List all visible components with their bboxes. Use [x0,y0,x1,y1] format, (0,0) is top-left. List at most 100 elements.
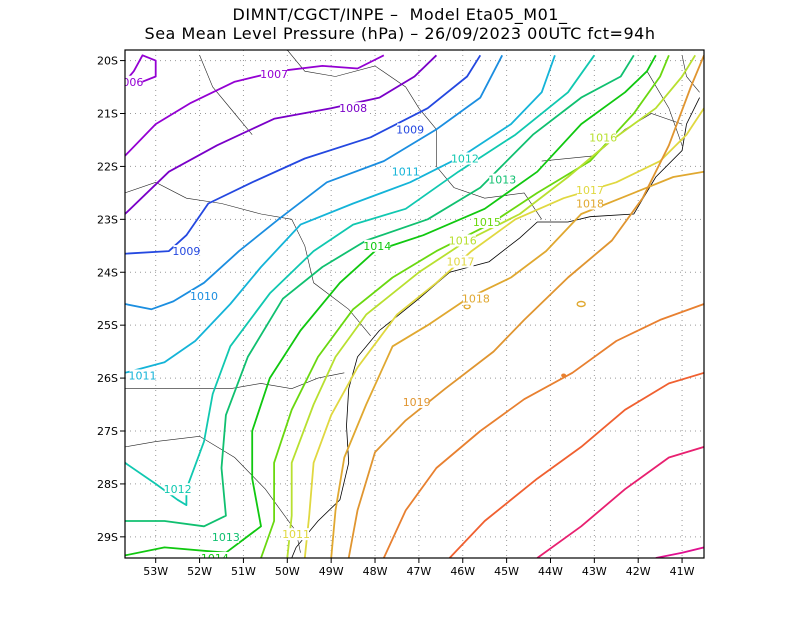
isobar-label-bg [403,395,430,408]
isobar-1013 [125,54,635,528]
isobar-label: 1011 [129,369,157,382]
isobar-label: 1018 [576,197,604,210]
state-border [287,50,542,220]
isobar-cell [576,300,586,308]
isobar-label-bg [489,173,516,186]
isobar-label: 1009 [396,123,424,136]
isobar-label: 1011 [282,528,310,541]
isobar-1018 [330,170,704,558]
isobar-1015 [260,54,670,558]
state-border [125,181,371,336]
isobar-1007 [125,54,385,157]
isobar-label: 1012 [451,152,479,165]
isobar-label-bg [451,152,478,165]
axis-ticks: 53W 52W 51W 50W 49W 48W 47W 46W 45W 44W 43W 42W 41W 2… [97,55,695,578]
isobar-label-bg [190,290,217,303]
tick-label-lat: 28S [97,478,118,491]
isobar-label: 1006 [115,76,143,89]
tick-label-lon: 49W [319,565,344,578]
isobar-label-bg [473,215,500,228]
isobar-label: 1016 [589,131,617,144]
tick-label-lon: 53W [143,565,168,578]
isobar-label: 1013 [212,531,240,544]
isobar-label-bg [129,369,156,382]
map-title: DIMNT/CGCT/INPE – Model Eta05_M01_ [232,5,568,24]
tick-label-lat: 20S [97,55,118,68]
isobar-1024 [655,546,704,558]
map-subtitle: Sea Mean Level Pressure (hPa) – 26/09/20… [144,24,656,43]
isobar-label: 1014 [363,240,391,253]
tick-label-lat: 24S [97,266,118,279]
isobar-label-bg [283,528,310,541]
isobar-label-bg [340,102,367,115]
state-border [125,372,345,390]
isobar-label-bg [462,292,489,305]
tick-label-lon: 48W [363,565,388,578]
tick-label-lat: 29S [97,531,118,544]
tick-label-lat: 25S [97,319,118,332]
isobar-1010 [125,54,503,311]
isobar-label: 1018 [462,293,490,306]
tick-label-lon: 52W [187,565,212,578]
isobar-1023 [536,446,704,558]
tick-label-lon: 42W [626,565,651,578]
tick-label-lat: 21S [97,108,118,121]
tick-label-lon: 46W [450,565,475,578]
isobar-label-bg [173,245,200,258]
isobar-label: 1012 [164,483,192,496]
isobar-label-bg [576,184,603,197]
isobar-label: 1009 [172,245,200,258]
isobar-1011 [125,54,556,374]
isobar-label: 1013 [488,174,516,187]
tick-label-lon: 44W [538,565,563,578]
isobar-1020 [382,303,704,558]
isobar-1014 [125,54,657,557]
isobar-label-bg [164,483,191,496]
isobar-label: 1007 [260,68,288,81]
isobar-labels: 1006 1007 1008 1009 1009 1011 1012 1013 1010 1014… [115,67,617,565]
isobar-label: 1016 [449,235,477,248]
isobar-label-bg [261,67,288,80]
isobar-contours [125,54,704,558]
isobar-1012 [125,54,596,506]
isobar-label-bg [590,131,617,144]
tick-label-lat: 22S [97,160,118,173]
isobar-label-bg [201,552,228,558]
isobar-1006 [125,54,157,86]
tick-label-lon: 50W [275,565,300,578]
isobar-label: 1011 [392,166,420,179]
isobar-label: 1010 [190,290,218,303]
tick-label-lat: 27S [97,425,118,438]
tick-label-lon: 47W [406,565,431,578]
map-frame [124,49,705,559]
isobar-1019 [347,54,704,558]
isobar-cell [561,373,567,378]
tick-label-lon: 43W [582,565,607,578]
tick-label-lon: 45W [494,565,519,578]
isobar-label-bg [576,197,603,210]
isobar-label-bg [364,239,391,252]
tick-label-lat: 26S [97,372,118,385]
state-border [199,55,253,135]
isobar-label-bg [397,123,424,136]
tick-label-lat: 23S [97,213,118,226]
isobar-label-bg [125,75,143,88]
isobar-label-bg [449,234,476,247]
tick-label-lon: 41W [670,565,695,578]
isobar-label: 1017 [576,184,604,197]
state-border [681,55,700,93]
coastline [291,97,700,558]
isobar-label: 1017 [447,256,475,269]
isobar-label: 1008 [339,102,367,115]
isobar-label-bg [447,255,474,268]
isobar-1008 [125,54,438,215]
isobar-label-bg [392,165,419,178]
isobar-label: 1014 [201,552,229,565]
isobar-1009 [125,54,482,255]
isobar-1021 [448,371,704,558]
tick-label-lon: 51W [231,565,256,578]
isobar-label-bg [212,530,239,543]
isobar-1016 [286,54,696,558]
isobar-label: 1019 [403,396,431,409]
